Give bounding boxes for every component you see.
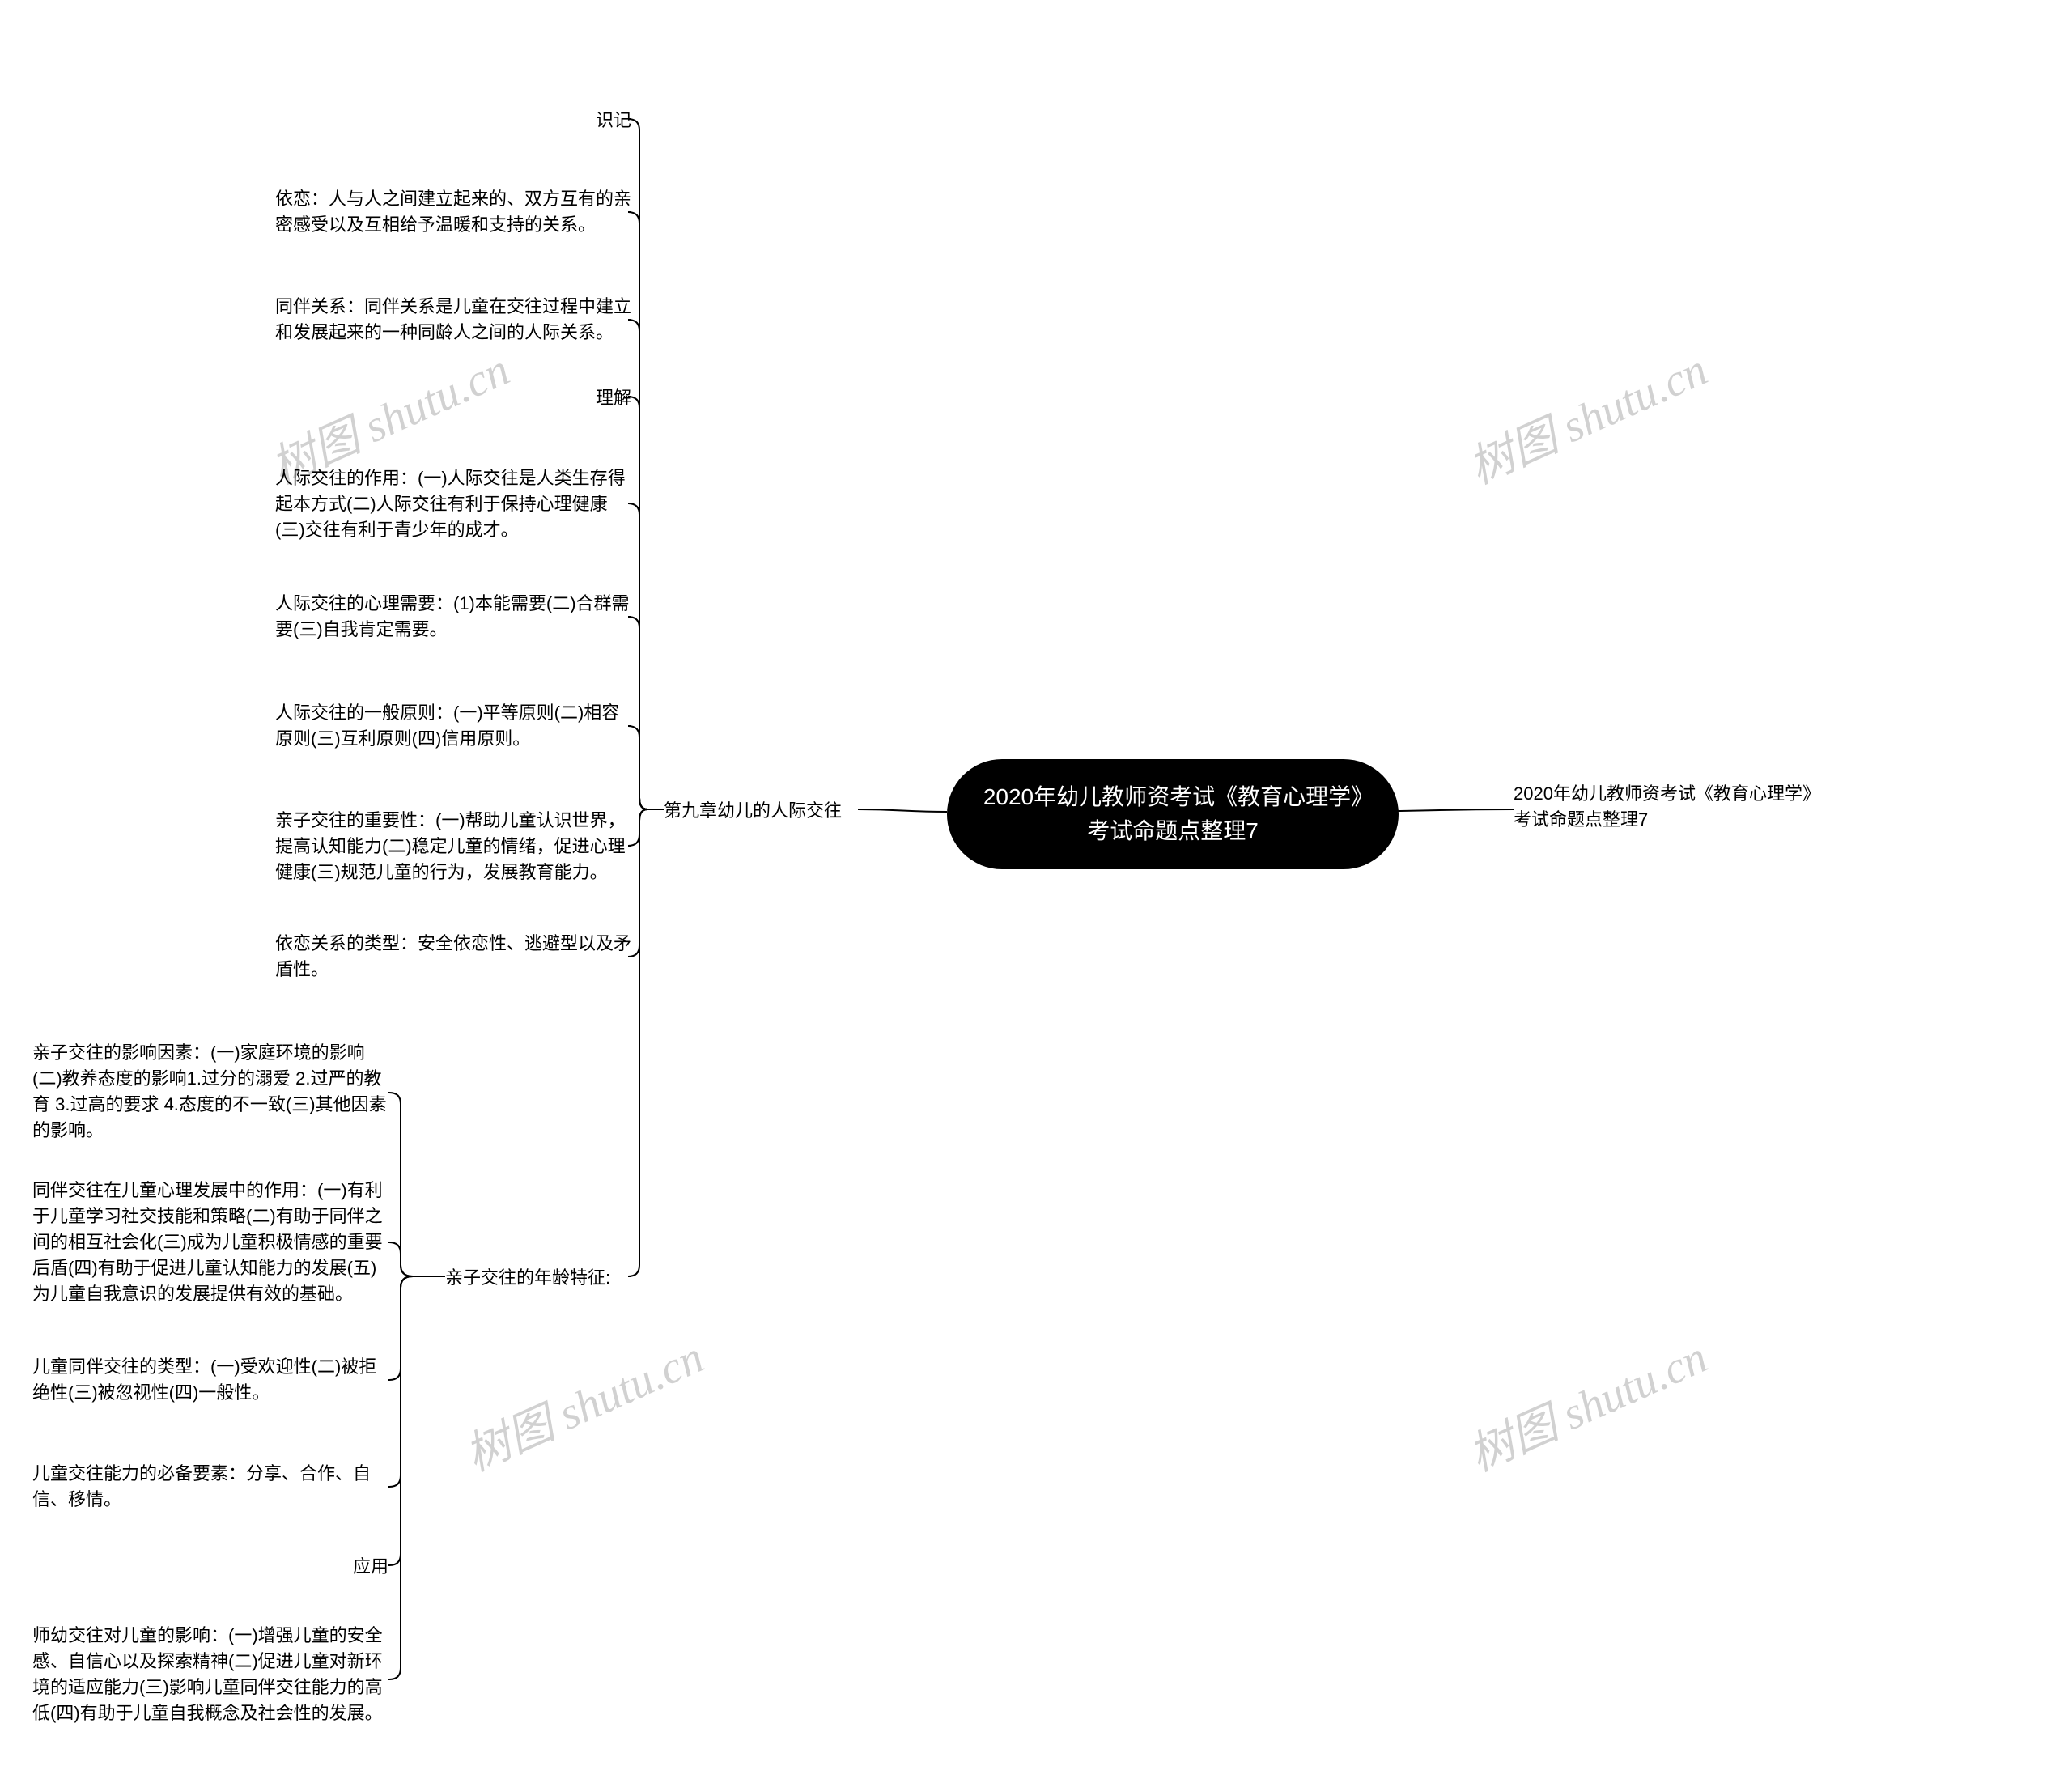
leaf-node: 亲子交往的影响因素：(一)家庭环境的影响(二)教养态度的影响1.过分的溺爱 2.…	[32, 1040, 388, 1144]
leaf-node: 儿童交往能力的必备要素：分享、合作、自信、移情。	[32, 1461, 388, 1513]
mindmap-canvas: 2020年幼儿教师资考试《教育心理学》考试命题点整理7 2020年幼儿教师资考试…	[0, 0, 2072, 1766]
leaf-node: 识记	[583, 108, 631, 134]
watermark: 树图 shutu.cn	[1457, 333, 1716, 497]
right-branch-node: 2020年幼儿教师资考试《教育心理学》考试命题点整理7	[1514, 781, 1813, 833]
leaf-node: 人际交往的心理需要：(1)本能需要(二)合群需要(三)自我肯定需要。	[275, 591, 631, 643]
watermark: 树图 shutu.cn	[453, 1321, 712, 1484]
leaf-node: 人际交往的作用：(一)人际交往是人类生存得起本方式(二)人际交往有利于保持心理健…	[275, 465, 631, 543]
chapter-node: 第九章幼儿的人际交往	[664, 798, 858, 824]
watermark: 树图 shutu.cn	[1457, 1321, 1716, 1484]
leaf-node: 依恋关系的类型：安全依恋性、逃避型以及矛盾性。	[275, 931, 631, 983]
leaf-node: 亲子交往的年龄特征:	[445, 1265, 631, 1291]
leaf-node: 应用	[340, 1554, 388, 1580]
leaf-node: 同伴交往在儿童心理发展中的作用：(一)有利于儿童学习社交技能和策略(二)有助于同…	[32, 1178, 388, 1306]
leaf-node: 师幼交往对儿童的影响：(一)增强儿童的安全感、自信心以及探索精神(二)促进儿童对…	[32, 1623, 388, 1726]
leaf-node: 儿童同伴交往的类型：(一)受欢迎性(二)被拒绝性(三)被忽视性(四)一般性。	[32, 1354, 388, 1406]
leaf-node: 理解	[583, 385, 631, 411]
leaf-node: 人际交往的一般原则：(一)平等原则(二)相容原则(三)互利原则(四)信用原则。	[275, 700, 631, 752]
center-node: 2020年幼儿教师资考试《教育心理学》考试命题点整理7	[947, 759, 1399, 869]
leaf-node: 同伴关系：同伴关系是儿童在交往过程中建立和发展起来的一种同龄人之间的人际关系。	[275, 294, 631, 346]
leaf-node: 亲子交往的重要性：(一)帮助儿童认识世界，提高认知能力(二)稳定儿童的情绪，促进…	[275, 808, 631, 885]
leaf-node: 依恋：人与人之间建立起来的、双方互有的亲密感受以及互相给予温暖和支持的关系。	[275, 186, 631, 238]
